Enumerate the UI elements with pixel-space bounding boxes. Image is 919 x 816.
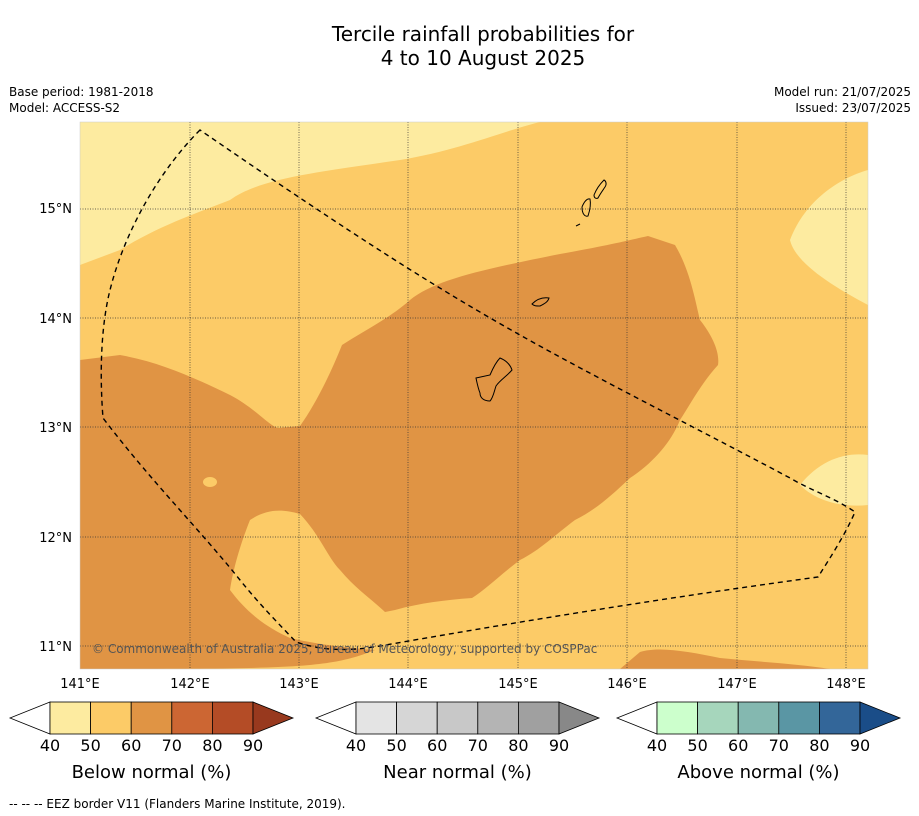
map-figure: © Commonwealth of Australia 2025, Bureau… (8, 121, 902, 783)
colorbar-tick-label: 50 (687, 736, 707, 755)
eez-footnote: -- -- -- EEZ border V11 (Flanders Marine… (9, 797, 346, 811)
colorbar-segment (436, 701, 479, 735)
colorbar-under-arrow (314, 701, 357, 735)
field-below-60-south (620, 649, 830, 669)
colorbar-segment (49, 701, 91, 735)
map-title: Tercile rainfall probabilities for 4 to … (0, 22, 919, 70)
colorbar-tick-label: 90 (243, 736, 263, 755)
colorbar-segment (778, 701, 820, 735)
lat-label: 11°N (39, 640, 72, 655)
island-rota (531, 297, 550, 307)
colorbar-tick-label: 50 (386, 736, 406, 755)
colorbar-tick-label: 90 (549, 736, 569, 755)
meta-left: Base period: 1981-2018 Model: ACCESS-S2 (9, 84, 154, 116)
colorbar-tick-label: 70 (769, 736, 789, 755)
island-tinian (581, 198, 591, 217)
colorbar-under-arrow (615, 701, 658, 735)
colorbar-title: Below normal (%) (72, 762, 232, 783)
lat-label: 15°N (39, 202, 72, 217)
colorbar-tick-label: 40 (647, 736, 667, 755)
colorbar-over-arrow (252, 701, 295, 735)
colorbar-over-arrow (558, 701, 601, 735)
gridlines (80, 122, 868, 669)
island-aguijan (575, 223, 581, 227)
lat-label: 13°N (39, 421, 72, 436)
colorbar-segment (90, 701, 132, 735)
issued-date: Issued: 23/07/2025 (795, 101, 911, 115)
colorbar-above-normal: 40 50 60 70 80 90 Above normal (%) (615, 701, 902, 783)
colorbar-segment (819, 701, 861, 735)
colorbar-near-normal: 40 50 60 70 80 90 Near normal (%) (314, 701, 601, 783)
colorbar-segment (355, 701, 397, 735)
colorbar-segment (737, 701, 780, 735)
colorbar-segment (477, 701, 519, 735)
field-below-40-southeast (800, 454, 868, 506)
lon-labels: 141°E 142°E 143°E 144°E 145°E 146°E 147°… (60, 677, 866, 692)
field-below-40-east (790, 170, 868, 305)
lon-label: 145°E (498, 677, 538, 692)
colorbar-title: Near normal (%) (383, 762, 532, 783)
lon-label: 146°E (607, 677, 647, 692)
field-below-40-dot (203, 477, 217, 487)
probability-fields (80, 122, 868, 669)
colorbars: 40 50 60 70 80 90 Below normal (%) 40 50 60 70 80 90… (8, 701, 902, 783)
lon-label: 142°E (170, 677, 210, 692)
colorbar-tick-label: 70 (468, 736, 488, 755)
colorbar-tick-label: 80 (508, 736, 528, 755)
colorbar-tick-label: 60 (728, 736, 748, 755)
title-line-2: 4 to 10 August 2025 (380, 46, 586, 70)
copyright-text: © Commonwealth of Australia 2025, Bureau… (92, 642, 597, 656)
colorbar-tick-label: 40 (40, 736, 60, 755)
lon-label: 143°E (279, 677, 319, 692)
lat-label: 12°N (39, 531, 72, 546)
colorbar-under-arrow (8, 701, 51, 735)
model-run: Model run: 21/07/2025 (773, 85, 911, 99)
colorbar-segment (697, 701, 739, 735)
colorbar-tick-label: 80 (809, 736, 829, 755)
lon-label: 144°E (388, 677, 428, 692)
colorbar-tick-label: 90 (850, 736, 870, 755)
colorbar-below-normal: 40 50 60 70 80 90 Below normal (%) (8, 701, 295, 783)
colorbar-tick-label: 60 (121, 736, 141, 755)
colorbar-title: Above normal (%) (677, 762, 839, 783)
colorbar-segment (656, 701, 698, 735)
base-period: Base period: 1981-2018 (9, 85, 154, 99)
colorbar-segment (171, 701, 213, 735)
eez-border (100, 129, 856, 651)
colorbar-segment (518, 701, 560, 735)
colorbar-tick-label: 50 (80, 736, 100, 755)
colorbar-segment (211, 701, 254, 735)
lat-labels: 15°N 14°N 13°N 12°N 11°N (39, 202, 72, 655)
field-below-40-north (80, 122, 540, 265)
model-name: Model: ACCESS-S2 (9, 101, 121, 115)
map-frame (79, 121, 869, 670)
colorbar-segment (396, 701, 438, 735)
title-line-1: Tercile rainfall probabilities for (331, 22, 635, 46)
lon-label: 147°E (717, 677, 757, 692)
colorbar-tick-label: 60 (427, 736, 447, 755)
islands (475, 179, 607, 402)
colorbar-tick-label: 70 (162, 736, 182, 755)
island-guam (475, 357, 513, 402)
colorbar-segment (130, 701, 173, 735)
colorbar-tick-label: 40 (346, 736, 366, 755)
field-below-60-central (80, 236, 719, 669)
lat-label: 14°N (39, 312, 72, 327)
colorbar-tick-label: 80 (202, 736, 222, 755)
lon-label: 148°E (826, 677, 866, 692)
meta-right: Model run: 21/07/2025 Issued: 23/07/2025 (774, 84, 911, 116)
colorbar-over-arrow (859, 701, 902, 735)
lon-label: 141°E (60, 677, 100, 692)
island-saipan (593, 179, 607, 199)
